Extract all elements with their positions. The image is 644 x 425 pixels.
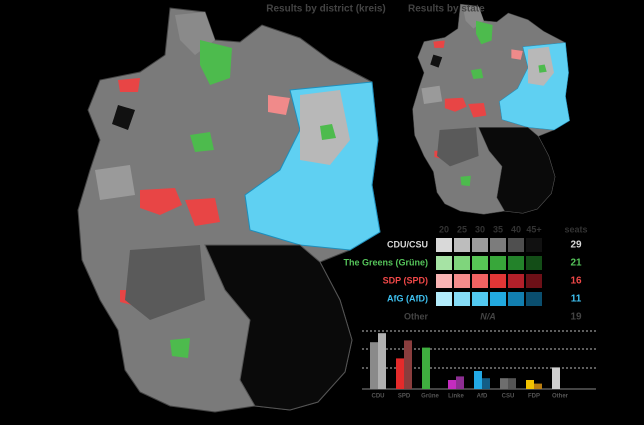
bar-label: CSU — [502, 394, 515, 400]
bar — [474, 371, 482, 389]
seat-count: 16 — [570, 276, 582, 287]
party-name: Other — [404, 311, 429, 321]
party-name: SDP (SPD) — [383, 275, 428, 285]
bar-label: AfD — [477, 394, 488, 400]
swatch — [472, 238, 488, 252]
swatch — [490, 292, 506, 306]
swatch — [454, 238, 470, 252]
swatch — [436, 292, 452, 306]
bar — [500, 378, 508, 389]
swatch — [436, 256, 452, 270]
bar — [456, 376, 464, 389]
swatch — [508, 256, 524, 270]
swatch — [508, 292, 524, 306]
na: N/A — [480, 311, 496, 321]
party-name: CDU/CSU — [387, 239, 428, 249]
seat-count: 29 — [570, 240, 582, 251]
bar — [378, 333, 386, 389]
scale-label: 20 — [439, 224, 449, 234]
bar — [534, 383, 542, 389]
bar-label: SPD — [398, 394, 411, 400]
seat-count: 11 — [571, 294, 582, 305]
bar — [526, 380, 534, 389]
swatch — [490, 274, 506, 288]
swatch — [508, 238, 524, 252]
seat-count: 19 — [570, 312, 582, 323]
swatch — [526, 256, 542, 270]
swatch — [454, 274, 470, 288]
district-title: Results by district (kreis) — [266, 4, 385, 15]
scale-label: 45+ — [526, 224, 541, 234]
seats-header: seats — [564, 224, 587, 234]
swatch — [454, 256, 470, 270]
state-map — [412, 3, 570, 215]
swatch — [526, 292, 542, 306]
swatch — [454, 292, 470, 306]
bar-label: Grüne — [421, 394, 439, 400]
bar-label: FDP — [528, 394, 540, 400]
bar — [448, 380, 456, 389]
swatch — [436, 274, 452, 288]
district-map — [77, 7, 381, 413]
bar — [422, 347, 430, 389]
scale-label: 30 — [475, 224, 485, 234]
bar — [370, 342, 378, 389]
bar-label: CDU — [372, 394, 385, 400]
swatch — [472, 256, 488, 270]
party-name: AfG (AfD) — [387, 293, 428, 303]
scale-label: 35 — [493, 224, 503, 234]
swatch — [490, 238, 506, 252]
bar — [404, 340, 412, 389]
party-name: The Greens (Grüne) — [343, 257, 428, 267]
bar — [552, 367, 560, 389]
swatch — [526, 274, 542, 288]
bar — [396, 358, 404, 389]
scale-label: 40 — [511, 224, 521, 234]
swatch — [436, 238, 452, 252]
swatch — [472, 274, 488, 288]
bar-label: Linke — [448, 394, 464, 400]
seat-count: 21 — [570, 258, 582, 269]
swatch — [526, 238, 542, 252]
swatch — [508, 274, 524, 288]
scale-label: 25 — [457, 224, 467, 234]
bar — [508, 378, 516, 389]
bar — [482, 378, 490, 389]
bar-label: Other — [552, 394, 569, 400]
swatch — [490, 256, 506, 270]
swatch — [472, 292, 488, 306]
state-title: Results by state — [408, 4, 485, 15]
